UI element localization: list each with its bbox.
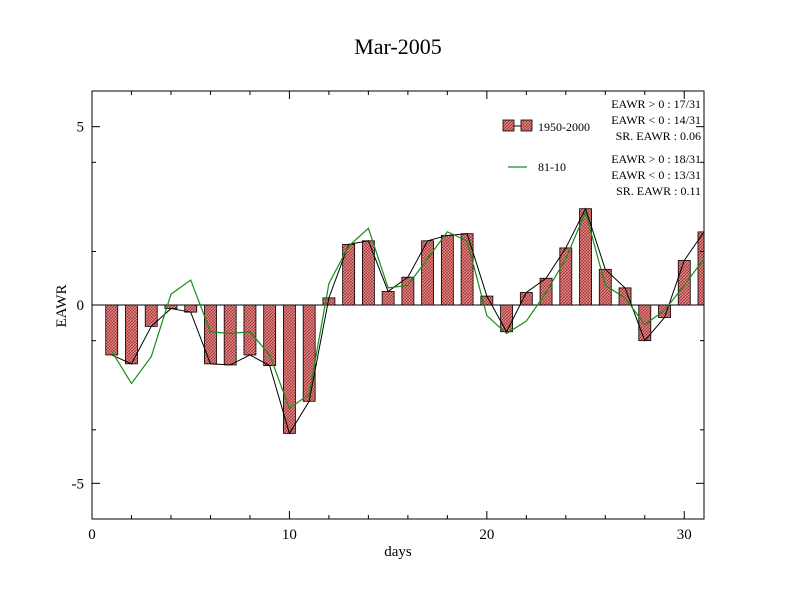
stat-line: SR. EAWR : 0.11 <box>616 184 701 198</box>
stat-line: EAWR > 0 : 17/31 <box>611 97 701 111</box>
bar <box>421 240 435 306</box>
legend-bar-swatch <box>520 119 533 132</box>
y-tick-label: 5 <box>77 120 85 136</box>
bar <box>559 247 573 306</box>
y-axis-label: EAWR <box>54 285 70 328</box>
bar-series-connector <box>111 207 705 435</box>
bar <box>243 304 257 356</box>
bar <box>105 304 119 356</box>
legend-entry-line: 81-10 <box>508 160 566 174</box>
stats-block: EAWR > 0 : 17/31 EAWR < 0 : 14/31 SR. EAWR… <box>611 97 701 198</box>
bar <box>697 231 705 306</box>
axes: 0 10 20 30 -5 0 5 <box>72 91 704 543</box>
stat-line: EAWR < 0 : 14/31 <box>611 113 701 127</box>
x-tick-label: 30 <box>677 527 692 543</box>
legend-label: 81-10 <box>538 160 566 174</box>
bar <box>658 304 671 318</box>
bar <box>381 291 395 306</box>
chart-title: Mar-2005 <box>354 34 442 59</box>
bar <box>302 304 316 402</box>
series-line <box>111 210 705 410</box>
legend: 1950-2000 81-10 <box>502 119 590 174</box>
y-tick-label: 0 <box>77 298 85 314</box>
legend-label: 1950-2000 <box>538 120 590 134</box>
bar <box>500 304 513 333</box>
stat-line: EAWR > 0 : 18/31 <box>611 152 701 166</box>
bar <box>598 268 612 306</box>
x-tick-label: 10 <box>282 527 297 543</box>
stat-line: EAWR < 0 : 13/31 <box>611 168 701 182</box>
stat-line: SR. EAWR : 0.06 <box>616 129 701 143</box>
bar <box>460 233 474 306</box>
bar-series <box>105 207 705 435</box>
legend-entry-bars: 1950-2000 <box>502 119 590 134</box>
bar <box>223 304 237 366</box>
bar <box>283 304 296 434</box>
bar <box>401 276 415 306</box>
legend-bar-swatch <box>502 119 515 132</box>
bar <box>519 292 533 306</box>
line-series <box>111 210 705 410</box>
x-tick-label: 0 <box>88 527 96 543</box>
bar <box>204 304 217 365</box>
x-axis-label: days <box>384 544 412 560</box>
bar <box>440 235 454 306</box>
y-tick-label: -5 <box>72 476 85 492</box>
bar <box>618 287 632 306</box>
bar <box>677 260 691 306</box>
x-tick-label: 20 <box>479 527 494 543</box>
